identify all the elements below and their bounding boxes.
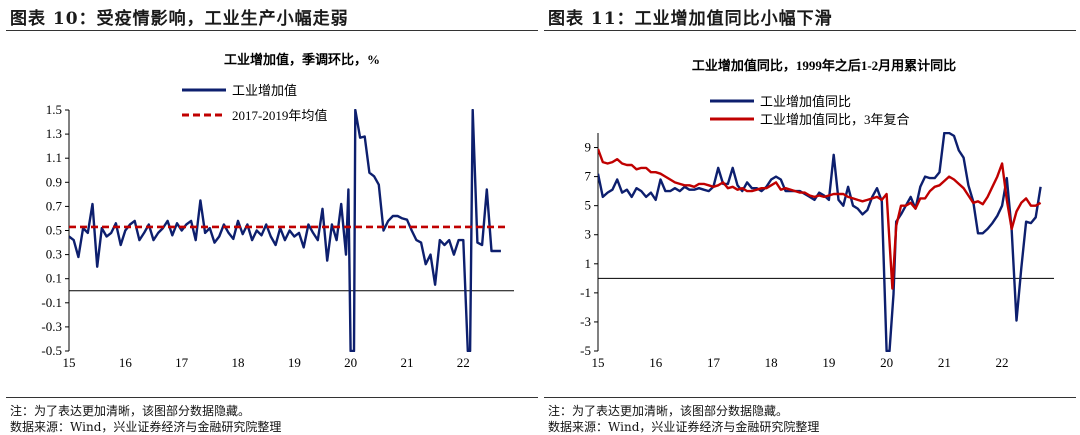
left-y-tick-label: 0.3 <box>46 247 62 262</box>
right-x-tick-label: 18 <box>765 355 778 370</box>
left-x-tick-label: 22 <box>457 355 470 370</box>
right-x-tick-label: 21 <box>938 355 951 370</box>
right-note: 注：为了表达更加清晰，该图部分数据隐藏。 <box>548 404 789 418</box>
left-y-tick-label: 1.3 <box>46 126 62 141</box>
left-chart-title: 工业增加值，季调环比，% <box>224 52 380 67</box>
left-series-1-line <box>69 109 501 352</box>
left-legend-label-2: 2017-2019年均值 <box>232 108 327 123</box>
right-figure-title: 图表 11：工业增加值同比小幅下滑 <box>548 9 833 29</box>
left-y-tick-label: 0.1 <box>46 271 62 286</box>
right-y-tick-label: 9 <box>585 140 592 155</box>
left-y-tick-label: -0.5 <box>41 343 62 358</box>
right-plot-area <box>598 132 1042 352</box>
right-y-tick-label: 7 <box>585 169 592 184</box>
left-x-tick-label: 21 <box>400 355 413 370</box>
left-x-tick-label: 18 <box>231 355 244 370</box>
left-y-tick-label: 1.5 <box>46 102 62 117</box>
left-figure-title: 图表 10：受疫情影响，工业生产小幅走弱 <box>10 9 349 29</box>
left-footer-divider <box>6 397 538 398</box>
left-x-tick-label: 20 <box>344 355 357 370</box>
left-x-tick-label: 19 <box>288 355 301 370</box>
left-source: 数据来源：Wind，兴业证券经济与金融研究院整理 <box>10 420 282 434</box>
right-x-tick-label: 17 <box>707 355 721 370</box>
left-figure-panel: 图表 10：受疫情影响，工业生产小幅走弱 工业增加值，季调环比，% 1.5 1.3 1… <box>6 0 538 435</box>
right-y-tick-label: -5 <box>580 343 591 358</box>
left-y-tick-label: 0.7 <box>46 198 63 213</box>
right-y-tick-label: 5 <box>585 198 592 213</box>
left-y-tick-label: -0.3 <box>41 319 62 334</box>
right-source: 数据来源：Wind，兴业证券经济与金融研究院整理 <box>548 420 820 434</box>
right-title-divider <box>544 30 1076 31</box>
left-plot-area <box>69 109 506 352</box>
left-y-tick-label: 1.1 <box>46 150 62 165</box>
right-x-tick-label: 22 <box>996 355 1009 370</box>
right-y-tick-label: -1 <box>580 285 591 300</box>
left-title-divider <box>6 30 538 31</box>
left-line-chart: 工业增加值，季调环比，% 1.5 1.3 1.1 0.9 0.7 0.5 0.3 0.1 -0.1… <box>41 52 514 370</box>
right-x-tick-label: 16 <box>649 355 663 370</box>
right-series-2-line <box>598 148 1042 290</box>
right-chart-title: 工业增加值同比，1999年之后1-2月用累计同比 <box>692 58 956 73</box>
right-y-tick-label: 1 <box>585 256 592 271</box>
left-legend-label-1: 工业增加值 <box>232 83 297 98</box>
right-legend-label-2: 工业增加值同比，3年复合 <box>760 112 910 127</box>
right-x-tick-label: 20 <box>880 355 893 370</box>
right-y-tick-label: 3 <box>585 227 592 242</box>
right-legend-label-1: 工业增加值同比 <box>760 94 851 109</box>
right-x-tick-label: 19 <box>822 355 835 370</box>
right-x-tick-label: 15 <box>592 355 605 370</box>
right-footer-divider <box>544 397 1076 398</box>
left-y-tick-label: -0.1 <box>41 295 62 310</box>
left-y-tick-label: 0.9 <box>46 174 62 189</box>
right-line-chart: 工业增加值同比，1999年之后1-2月用累计同比 9 7 5 3 1 -1 -3 -515 16 1… <box>580 58 1054 370</box>
right-figure-panel: 图表 11：工业增加值同比小幅下滑 工业增加值同比，1999年之后1-2月用累计… <box>544 0 1076 435</box>
left-y-tick-label: 0.5 <box>46 223 62 238</box>
left-x-tick-label: 16 <box>119 355 133 370</box>
left-x-tick-label: 17 <box>175 355 189 370</box>
right-series-1-line <box>598 132 1042 352</box>
left-note: 注：为了表达更加清晰，该图部分数据隐藏。 <box>10 404 251 418</box>
right-y-tick-label: -3 <box>580 314 591 329</box>
left-x-tick-label: 15 <box>63 355 76 370</box>
